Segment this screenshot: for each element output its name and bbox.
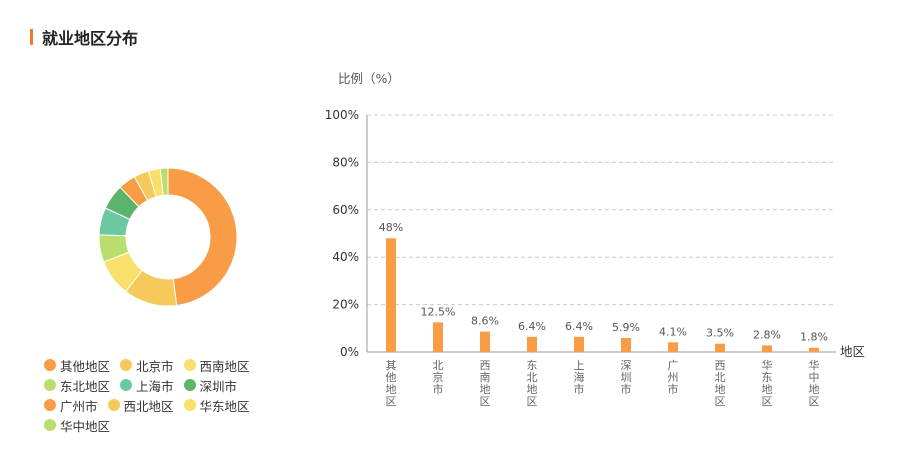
legend-swatch xyxy=(183,399,196,411)
x-tick-label: 华东地区 xyxy=(762,358,773,408)
data-label: 1.8% xyxy=(800,331,828,344)
legend-label: 华东地区 xyxy=(199,398,250,414)
y-tick-label: 100% xyxy=(325,108,359,122)
x-tick-label: 其他地区 xyxy=(386,359,397,408)
bar[interactable] xyxy=(527,336,537,352)
legend-item[interactable]: 广州市 xyxy=(44,395,98,415)
x-tick-label: 东北地区 xyxy=(527,359,538,408)
legend-swatch xyxy=(120,359,133,371)
legend-label: 深圳市 xyxy=(199,378,238,394)
bar[interactable] xyxy=(809,347,819,352)
data-label: 48% xyxy=(379,221,403,234)
section-title: 就业地区分布 xyxy=(42,29,139,48)
data-label: 6.4% xyxy=(518,320,546,333)
x-tick-label: 西北地区 xyxy=(715,359,726,408)
data-label: 12.5% xyxy=(421,305,456,318)
legend-label: 上海市 xyxy=(136,378,174,394)
data-label: 5.9% xyxy=(612,321,640,334)
legend-label: 西南地区 xyxy=(199,358,250,374)
legend-item[interactable]: 上海市 xyxy=(120,375,174,395)
y-axis-title: 比例（%） xyxy=(338,71,400,86)
bar[interactable] xyxy=(574,336,584,352)
legend-item[interactable]: 西北地区 xyxy=(107,395,174,415)
x-tick-label: 深圳市 xyxy=(621,359,632,396)
legend-item[interactable]: 其他地区 xyxy=(44,355,110,375)
legend-swatch xyxy=(183,359,196,371)
bar[interactable] xyxy=(433,322,443,352)
donut-legend: 其他地区 北京市 西南地区东北地区 上海市 深圳市广州市 西北地区 华东地区华中地区 xyxy=(44,355,309,435)
legend-item[interactable]: 深圳市 xyxy=(183,375,238,395)
bar[interactable] xyxy=(621,338,631,352)
legend-swatch xyxy=(107,399,120,411)
y-tick-label: 20% xyxy=(332,298,359,312)
x-axis-title: 地区 xyxy=(840,344,865,359)
bar[interactable] xyxy=(762,345,772,352)
legend-swatch xyxy=(44,359,56,371)
x-tick-label: 华中地区 xyxy=(809,358,820,408)
legend-swatch xyxy=(44,399,56,411)
y-tick-label: 60% xyxy=(332,203,359,217)
legend-item[interactable]: 北京市 xyxy=(120,355,174,375)
data-label: 4.1% xyxy=(659,325,687,338)
legend-label: 其他地区 xyxy=(60,358,111,374)
y-tick-label: 0% xyxy=(340,345,359,359)
legend-label: 北京市 xyxy=(136,358,174,374)
legend-item[interactable]: 东北地区 xyxy=(44,375,110,395)
legend-item[interactable]: 华中地区 xyxy=(44,415,110,435)
legend-swatch xyxy=(183,379,196,391)
y-tick-label: 40% xyxy=(332,250,359,264)
bar[interactable] xyxy=(668,342,678,352)
legend-label: 西北地区 xyxy=(123,398,174,414)
legend-label: 华中地区 xyxy=(60,418,111,434)
data-label: 6.4% xyxy=(565,320,593,333)
data-label: 2.8% xyxy=(753,328,781,341)
x-tick-label: 北京市 xyxy=(433,359,444,396)
legend-item[interactable]: 华东地区 xyxy=(183,395,250,415)
x-tick-label: 上海市 xyxy=(574,359,585,396)
section-header: 就业地区分布 xyxy=(30,27,139,48)
donut-slice[interactable] xyxy=(159,167,169,196)
legend-label: 东北地区 xyxy=(60,378,111,394)
legend-swatch xyxy=(44,379,56,391)
bar[interactable] xyxy=(480,331,490,352)
title-accent-bar xyxy=(30,29,33,45)
legend-label: 广州市 xyxy=(60,398,98,414)
bar[interactable] xyxy=(715,343,725,352)
donut-slice[interactable] xyxy=(167,167,238,307)
legend-swatch xyxy=(44,419,56,431)
x-tick-label: 广州市 xyxy=(668,359,679,396)
y-tick-label: 80% xyxy=(332,155,359,169)
bar[interactable] xyxy=(386,238,396,352)
x-tick-label: 西南地区 xyxy=(480,359,491,408)
data-label: 8.6% xyxy=(471,315,499,328)
legend-item[interactable]: 西南地区 xyxy=(183,355,250,375)
data-label: 3.5% xyxy=(706,327,734,340)
legend-swatch xyxy=(120,379,133,391)
